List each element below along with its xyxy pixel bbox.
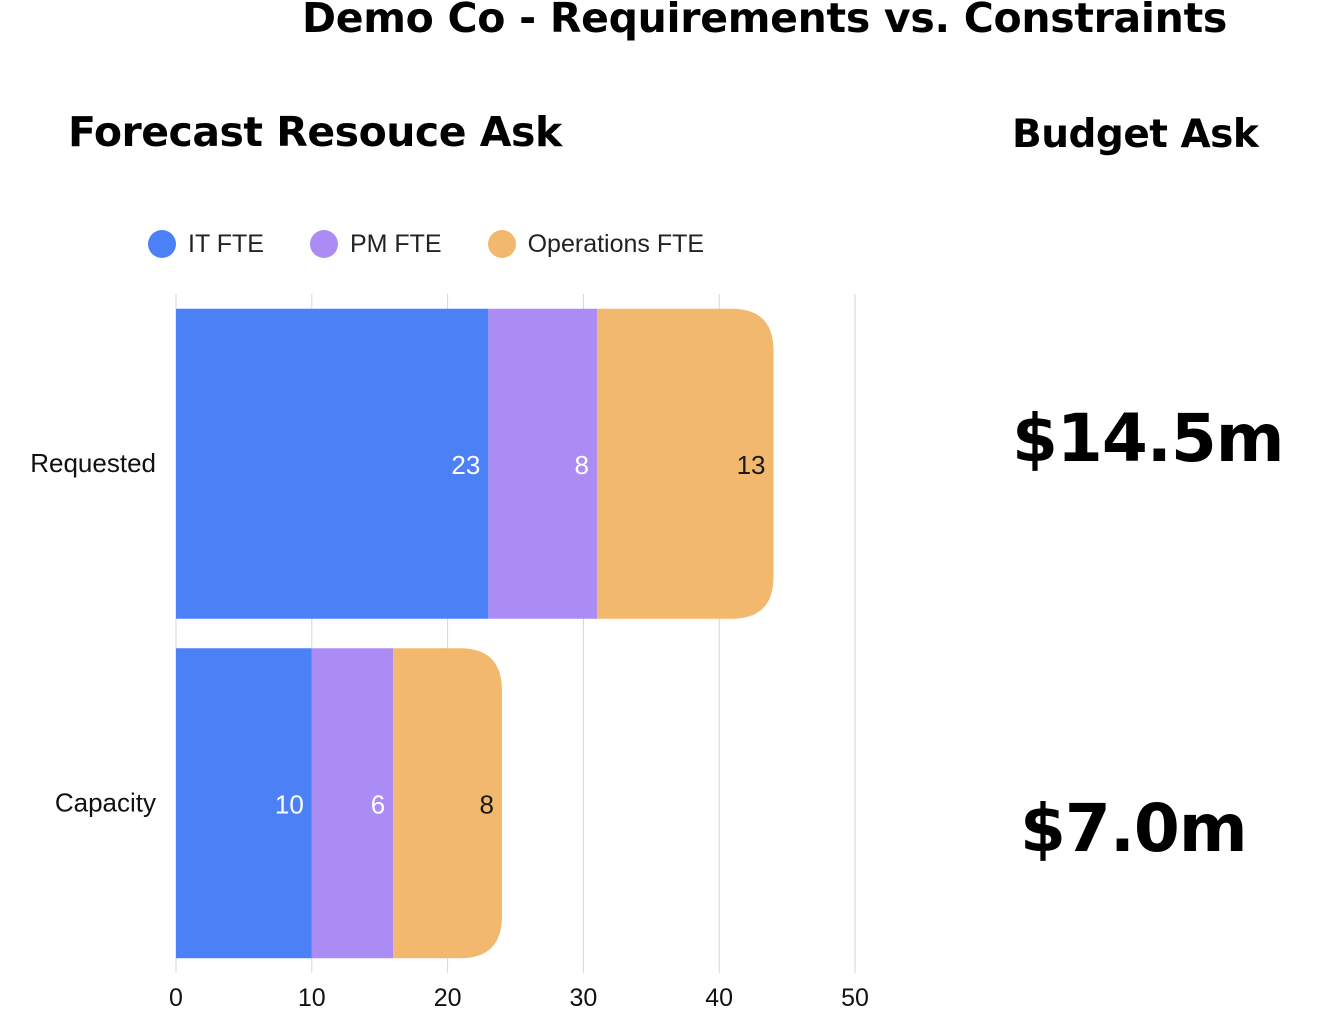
legend-label-operations: Operations FTE: [527, 229, 705, 258]
category-label-capacity: Capacity: [55, 787, 156, 817]
resource-heading: Forecast Resouce Ask: [68, 108, 562, 156]
budget-heading: Budget Ask: [1012, 112, 1259, 157]
data-label-capacity-0: 10: [275, 789, 304, 819]
bar-requested-pm-fte: [488, 308, 597, 619]
data-label-capacity-1: 6: [371, 789, 385, 819]
legend-swatch-it: [148, 230, 176, 258]
x-tick-label-20: 20: [434, 984, 462, 1012]
legend-label-pm: PM FTE: [349, 229, 442, 258]
chart-title: Demo Co - Requirements vs. Constraints: [302, 0, 1227, 42]
x-tick-label-0: 0: [169, 984, 183, 1012]
bar-capacity-it-fte: [176, 648, 312, 959]
bar-requested-operations-fte: [596, 308, 774, 619]
x-tick-label-40: 40: [705, 984, 733, 1012]
data-label-capacity-2: 8: [479, 789, 493, 819]
legend-swatch-operations: [487, 230, 516, 258]
category-label-requested: Requested: [30, 448, 156, 478]
budget-capacity: $7.0m: [1020, 790, 1248, 867]
legend-item-operations: Operations FTE: [487, 229, 705, 259]
x-tick-label-30: 30: [569, 984, 597, 1012]
legend-swatch-pm: [309, 230, 338, 258]
bar-requested-it-fte: [176, 308, 489, 619]
data-label-requested-2: 13: [737, 450, 766, 480]
legend: IT FTE PM FTE Operations FTE: [148, 226, 750, 262]
data-label-requested-0: 23: [451, 450, 480, 480]
bar-capacity-operations-fte: [393, 648, 502, 959]
data-label-requested-1: 8: [575, 450, 589, 480]
budget-requested: $14.5m: [1012, 400, 1285, 477]
bar-capacity-pm-fte: [311, 648, 394, 959]
x-tick-label-10: 10: [298, 984, 326, 1012]
x-tick-label-50: 50: [841, 984, 869, 1012]
legend-label-it: IT FTE: [188, 229, 264, 258]
legend-item-it: IT FTE: [148, 230, 264, 259]
legend-item-pm: PM FTE: [309, 229, 442, 259]
